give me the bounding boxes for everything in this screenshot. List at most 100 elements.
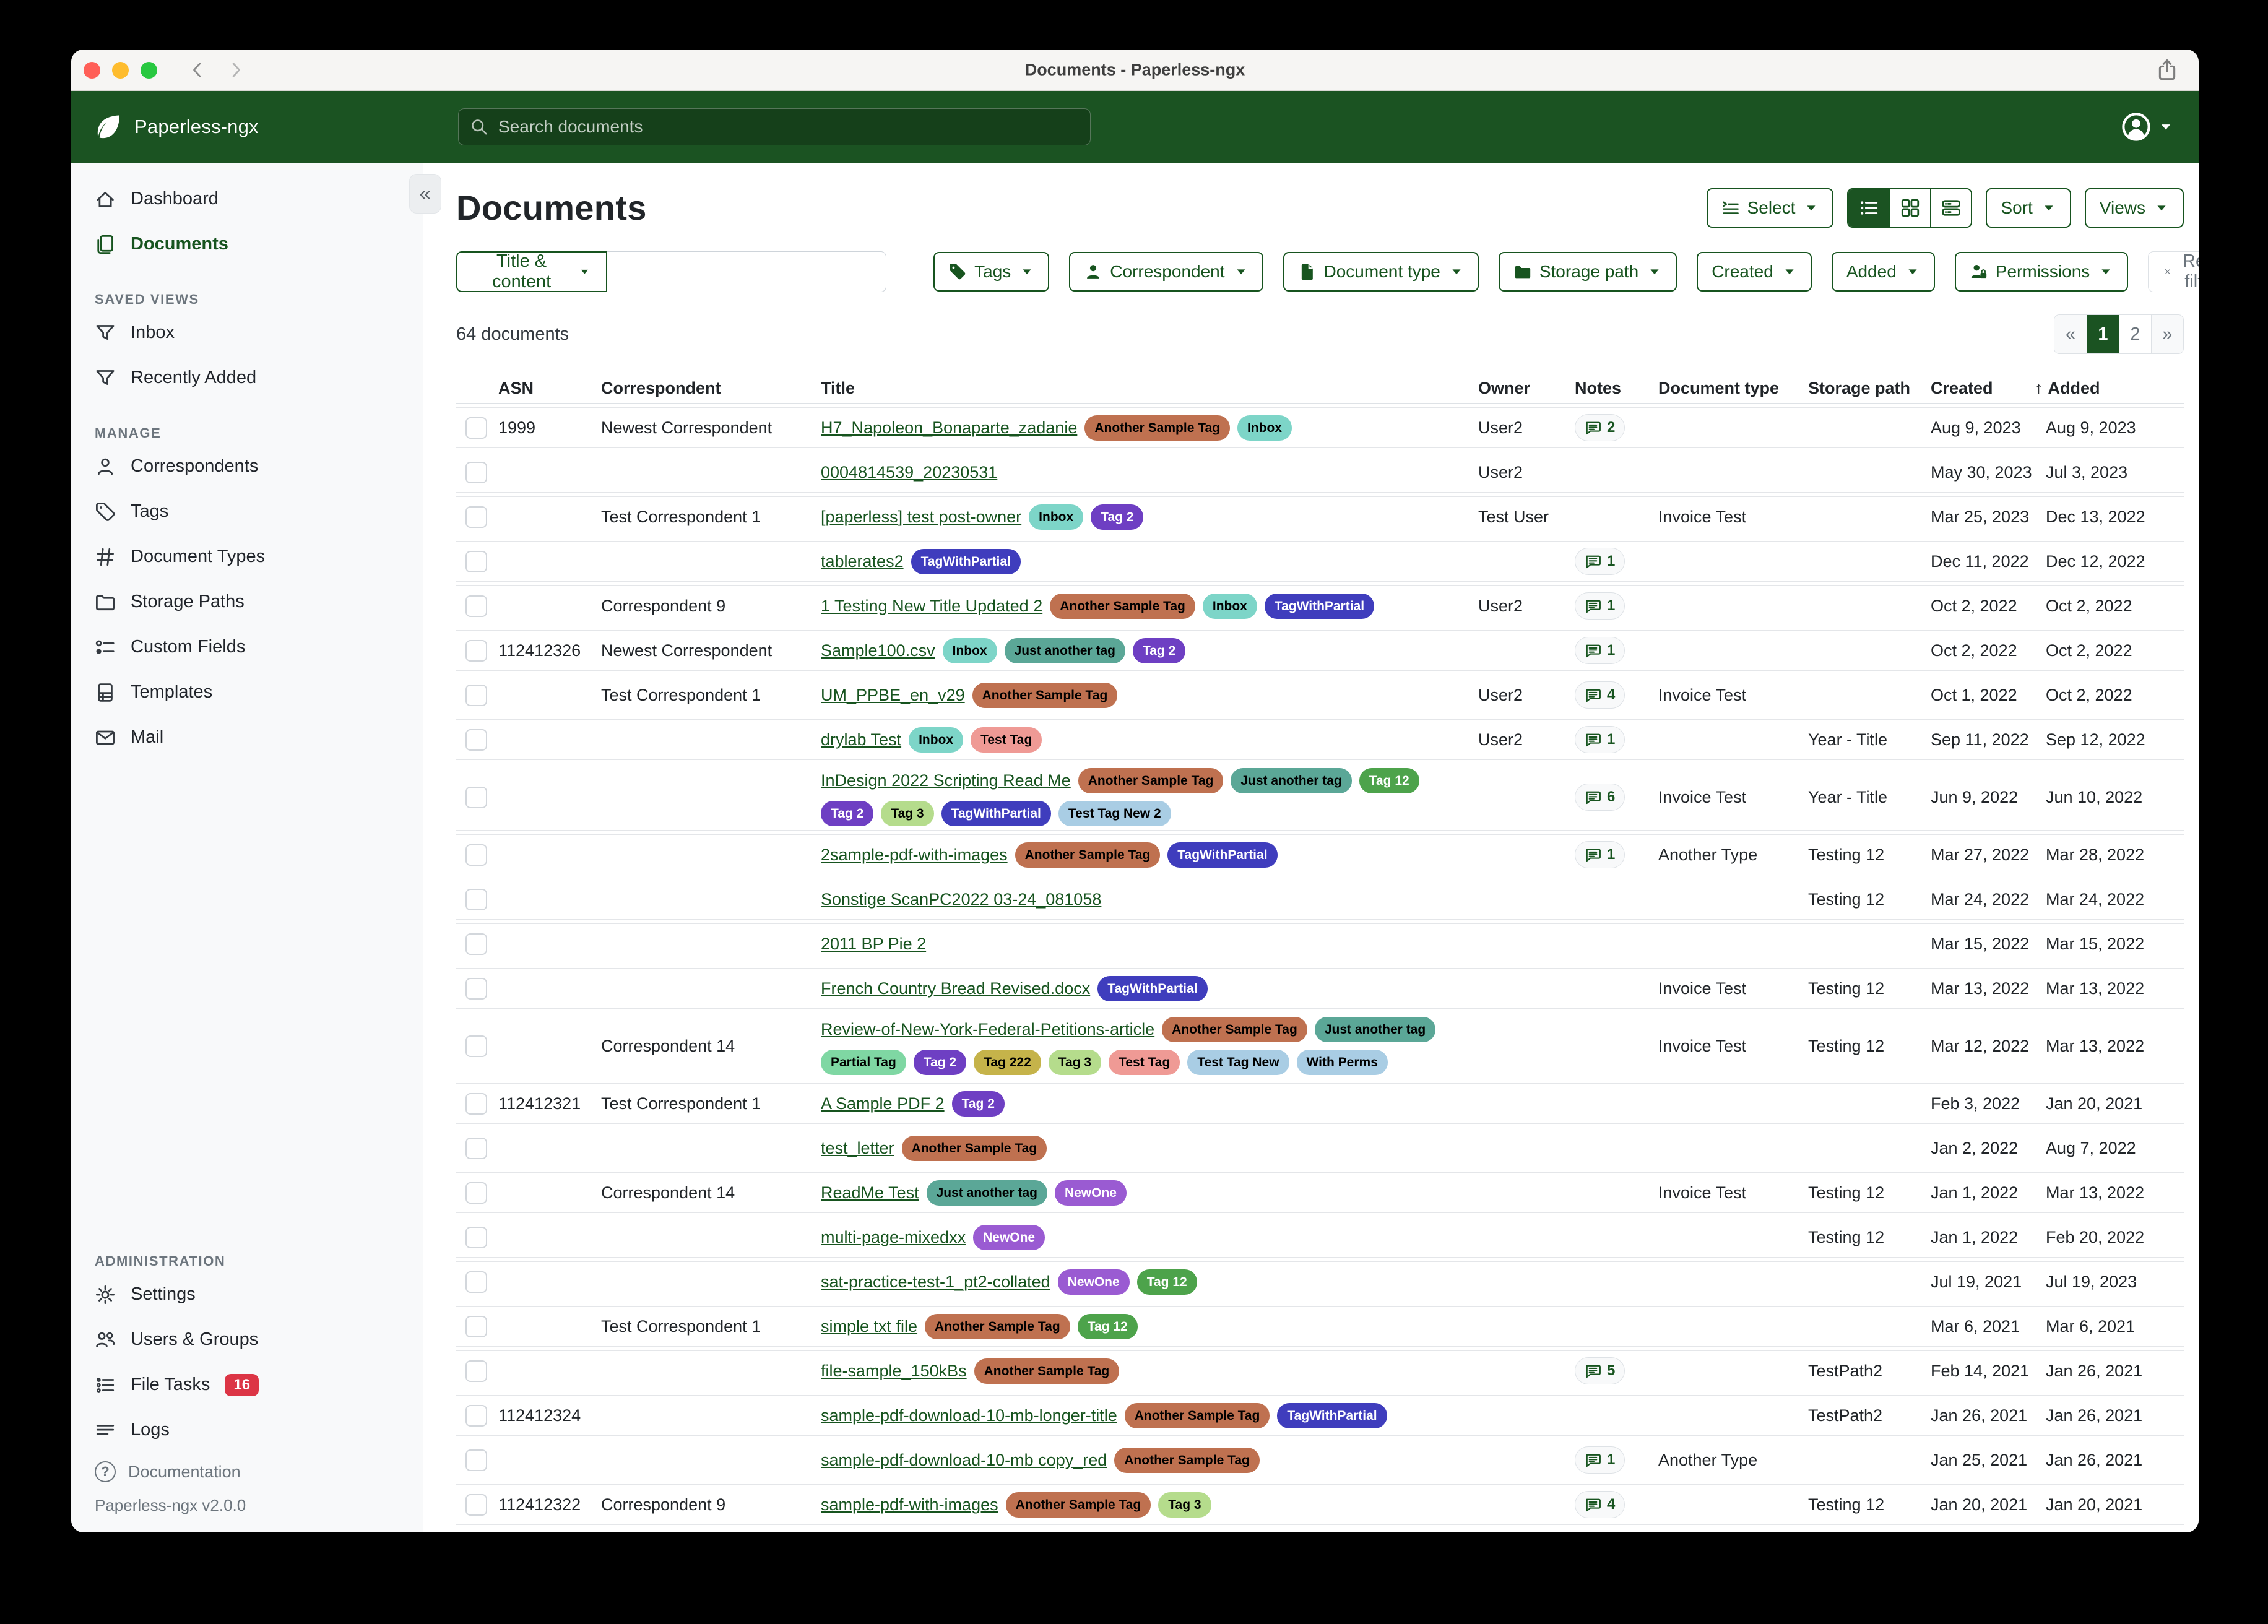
document-title-link[interactable]: tablerates2: [821, 551, 904, 571]
tag-pill[interactable]: Another Sample Tag: [1015, 842, 1161, 868]
filter-tags-button[interactable]: Tags: [933, 252, 1050, 292]
notes-badge[interactable]: 5: [1575, 1357, 1625, 1384]
tag-pill[interactable]: TagWithPartial: [1097, 975, 1208, 1001]
tag-pill[interactable]: Another Sample Tag: [1124, 1402, 1270, 1428]
tag-pill[interactable]: Inbox: [909, 727, 964, 753]
document-title-link[interactable]: sample-pdf-download-10-mb copy_red: [821, 1450, 1107, 1469]
sidebar-item-templates[interactable]: Templates: [71, 670, 423, 715]
sidebar-item-storage-paths[interactable]: Storage Paths: [71, 579, 423, 624]
filter-permissions-button[interactable]: Permissions: [1954, 252, 2129, 292]
document-title-link[interactable]: test_letter: [821, 1138, 894, 1157]
tag-pill[interactable]: Tag 2: [1132, 637, 1186, 663]
tag-pill[interactable]: TagWithPartial: [1277, 1402, 1387, 1428]
row-checkbox[interactable]: [465, 786, 487, 808]
sidebar-item-users-groups[interactable]: Users & Groups: [71, 1317, 423, 1362]
row-checkbox[interactable]: [465, 417, 487, 439]
search-input[interactable]: [497, 116, 1079, 137]
document-title-link[interactable]: ReadMe Test: [821, 1183, 919, 1202]
back-icon[interactable]: [187, 59, 208, 80]
pagination-page-1[interactable]: 1: [2087, 315, 2119, 353]
tag-pill[interactable]: Another Sample Tag: [1084, 415, 1230, 441]
view-mode-cards-button[interactable]: [1930, 189, 1972, 227]
share-icon[interactable]: [2155, 58, 2179, 82]
tag-pill[interactable]: TagWithPartial: [1167, 842, 1278, 868]
sidebar-item-recently-added[interactable]: Recently Added: [71, 355, 423, 400]
pagination-prev-button[interactable]: «: [2054, 315, 2087, 353]
tag-pill[interactable]: NewOne: [1057, 1269, 1130, 1295]
tag-pill[interactable]: Tag 2: [1091, 504, 1144, 530]
tag-pill[interactable]: Inbox: [1202, 593, 1257, 619]
tag-pill[interactable]: Tag 3: [1158, 1492, 1211, 1518]
tag-pill[interactable]: Another Sample Tag: [972, 682, 1118, 708]
tag-pill[interactable]: Another Sample Tag: [1005, 1492, 1151, 1518]
notes-badge[interactable]: 1: [1575, 1446, 1625, 1474]
tag-pill[interactable]: Test Tag: [971, 727, 1042, 753]
row-checkbox[interactable]: [465, 844, 487, 866]
row-checkbox[interactable]: [465, 639, 487, 662]
sidebar-item-documents[interactable]: Documents: [71, 222, 423, 267]
row-checkbox[interactable]: [465, 1360, 487, 1382]
column-header-document-type[interactable]: Document type: [1658, 379, 1803, 398]
view-mode-list-button[interactable]: [1848, 189, 1890, 227]
document-title-link[interactable]: UM_PPBE_en_v29: [821, 685, 965, 704]
pagination-page-2[interactable]: 2: [2119, 315, 2151, 353]
document-title-link[interactable]: Review-of-New-York-Federal-Petitions-art…: [821, 1020, 1155, 1039]
tag-pill[interactable]: Tag 12: [1136, 1269, 1197, 1295]
notes-badge[interactable]: 4: [1575, 1491, 1625, 1518]
document-title-link[interactable]: InDesign 2022 Scripting Read Me: [821, 771, 1071, 790]
filter-correspondent-button[interactable]: Correspondent: [1069, 252, 1263, 292]
sidebar-item-dashboard[interactable]: Dashboard: [71, 176, 423, 222]
view-mode-grid-button[interactable]: [1889, 189, 1931, 227]
tag-pill[interactable]: Another Sample Tag: [901, 1135, 1047, 1161]
tag-pill[interactable]: Another Sample Tag: [974, 1358, 1120, 1384]
tag-pill[interactable]: Tag 3: [1048, 1050, 1102, 1075]
row-checkbox[interactable]: [465, 1137, 487, 1159]
sidebar-item-tags[interactable]: Tags: [71, 489, 423, 534]
user-menu[interactable]: [2121, 111, 2174, 142]
row-checkbox[interactable]: [465, 1271, 487, 1293]
tag-pill[interactable]: Inbox: [942, 637, 997, 663]
tag-pill[interactable]: Tag 2: [821, 801, 874, 826]
tag-pill[interactable]: TagWithPartial: [941, 801, 1051, 826]
sidebar-item-logs[interactable]: Logs: [71, 1407, 423, 1453]
document-title-link[interactable]: drylab Test: [821, 730, 902, 749]
notes-badge[interactable]: 1: [1575, 548, 1625, 575]
filter-created-button[interactable]: Created: [1697, 252, 1812, 292]
views-button[interactable]: Views: [2084, 188, 2184, 228]
sort-button[interactable]: Sort: [1986, 188, 2071, 228]
column-header-created[interactable]: Created: [1931, 379, 2041, 398]
sidebar-item-mail[interactable]: Mail: [71, 715, 423, 760]
filter-added-button[interactable]: Added: [1831, 252, 1935, 292]
document-title-link[interactable]: 0004814539_20230531: [821, 462, 998, 482]
column-header-added[interactable]: ↑ Added: [2035, 379, 2184, 398]
reset-filters-button[interactable]: Reset filters: [2148, 251, 2199, 292]
tag-pill[interactable]: Just another tag: [1004, 637, 1125, 663]
tag-pill[interactable]: Test Tag New 2: [1058, 801, 1171, 826]
tag-pill[interactable]: Another Sample Tag: [925, 1313, 1070, 1339]
document-title-link[interactable]: sample-pdf-with-images: [821, 1495, 998, 1514]
sidebar-item-inbox[interactable]: Inbox: [71, 310, 423, 355]
row-checkbox[interactable]: [465, 1493, 487, 1516]
tag-pill[interactable]: NewOne: [973, 1224, 1045, 1250]
document-title-link[interactable]: Sonstige ScanPC2022 03-24_081058: [821, 889, 1102, 909]
notes-badge[interactable]: 1: [1575, 592, 1625, 620]
sidebar-item-settings[interactable]: Settings: [71, 1272, 423, 1317]
row-checkbox[interactable]: [465, 684, 487, 706]
column-header-asn[interactable]: ASN: [498, 379, 596, 398]
sidebar-item-document-types[interactable]: Document Types: [71, 534, 423, 579]
tag-pill[interactable]: Tag 2: [951, 1091, 1005, 1116]
row-checkbox[interactable]: [465, 595, 487, 617]
title-content-filter-input[interactable]: [607, 251, 887, 292]
select-button[interactable]: Select: [1706, 188, 1834, 228]
tag-pill[interactable]: Just another tag: [1314, 1017, 1436, 1042]
tag-pill[interactable]: TagWithPartial: [911, 548, 1021, 574]
row-checkbox[interactable]: [465, 1092, 487, 1115]
tag-pill[interactable]: Another Sample Tag: [1114, 1447, 1260, 1473]
tag-pill[interactable]: Inbox: [1029, 504, 1084, 530]
column-header-notes[interactable]: Notes: [1575, 379, 1653, 398]
document-title-link[interactable]: multi-page-mixedxx: [821, 1227, 966, 1246]
row-checkbox[interactable]: [465, 1226, 487, 1248]
sidebar-item-correspondents[interactable]: Correspondents: [71, 444, 423, 489]
sidebar-item-file-tasks[interactable]: File Tasks 16: [71, 1362, 423, 1407]
column-header-title[interactable]: Title: [821, 379, 1473, 398]
